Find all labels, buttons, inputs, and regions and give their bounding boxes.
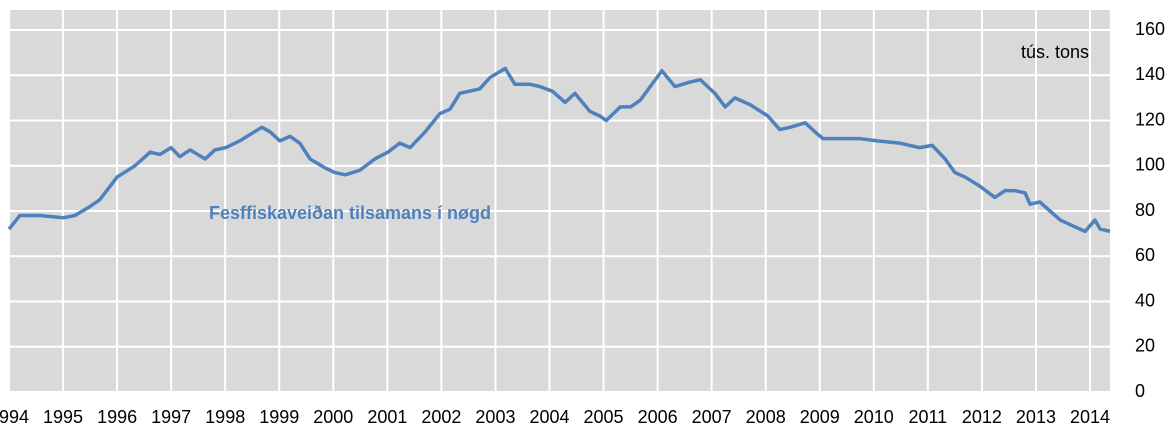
x-tick-label: 2003 <box>475 407 515 427</box>
x-tick-label: 2009 <box>800 407 840 427</box>
x-tick-label: 1998 <box>205 407 245 427</box>
unit-label: tús. tons <box>1021 42 1089 62</box>
series-label: Fesffiskaveiðan tilsamans í nøgd <box>209 203 491 223</box>
x-tick-label: 2007 <box>692 407 732 427</box>
y-tick-label: 60 <box>1135 245 1155 265</box>
x-tick-label: 2005 <box>584 407 624 427</box>
x-tick-label: 2008 <box>746 407 786 427</box>
y-tick-label: 100 <box>1135 155 1165 175</box>
y-tick-label: 80 <box>1135 200 1155 220</box>
y-tick-label: 0 <box>1135 381 1145 401</box>
x-tick-label: 1994 <box>0 407 29 427</box>
y-tick-label: 160 <box>1135 19 1165 39</box>
y-tick-label: 40 <box>1135 290 1155 310</box>
y-tick-label: 140 <box>1135 64 1165 84</box>
x-tick-label: 1997 <box>151 407 191 427</box>
x-tick-label: 2012 <box>962 407 1002 427</box>
x-tick-label: 2000 <box>313 407 353 427</box>
x-tick-label: 2001 <box>367 407 407 427</box>
x-tick-label: 1995 <box>43 407 83 427</box>
x-tick-label: 2004 <box>529 407 569 427</box>
y-tick-label: 20 <box>1135 336 1155 356</box>
x-tick-label: 2010 <box>854 407 894 427</box>
x-tick-label: 2011 <box>908 407 947 427</box>
data-line <box>7 66 1111 234</box>
plot-area <box>9 10 1110 392</box>
grid <box>8 10 1110 393</box>
x-tick-label: 2014 <box>1070 407 1110 427</box>
x-tick-label: 2002 <box>421 407 461 427</box>
x-tick-label: 1999 <box>259 407 299 427</box>
x-tick-label: 2006 <box>638 407 678 427</box>
x-tick-label: 1996 <box>97 407 137 427</box>
y-tick-label: 120 <box>1135 109 1165 129</box>
x-tick-label: 2013 <box>1016 407 1056 427</box>
